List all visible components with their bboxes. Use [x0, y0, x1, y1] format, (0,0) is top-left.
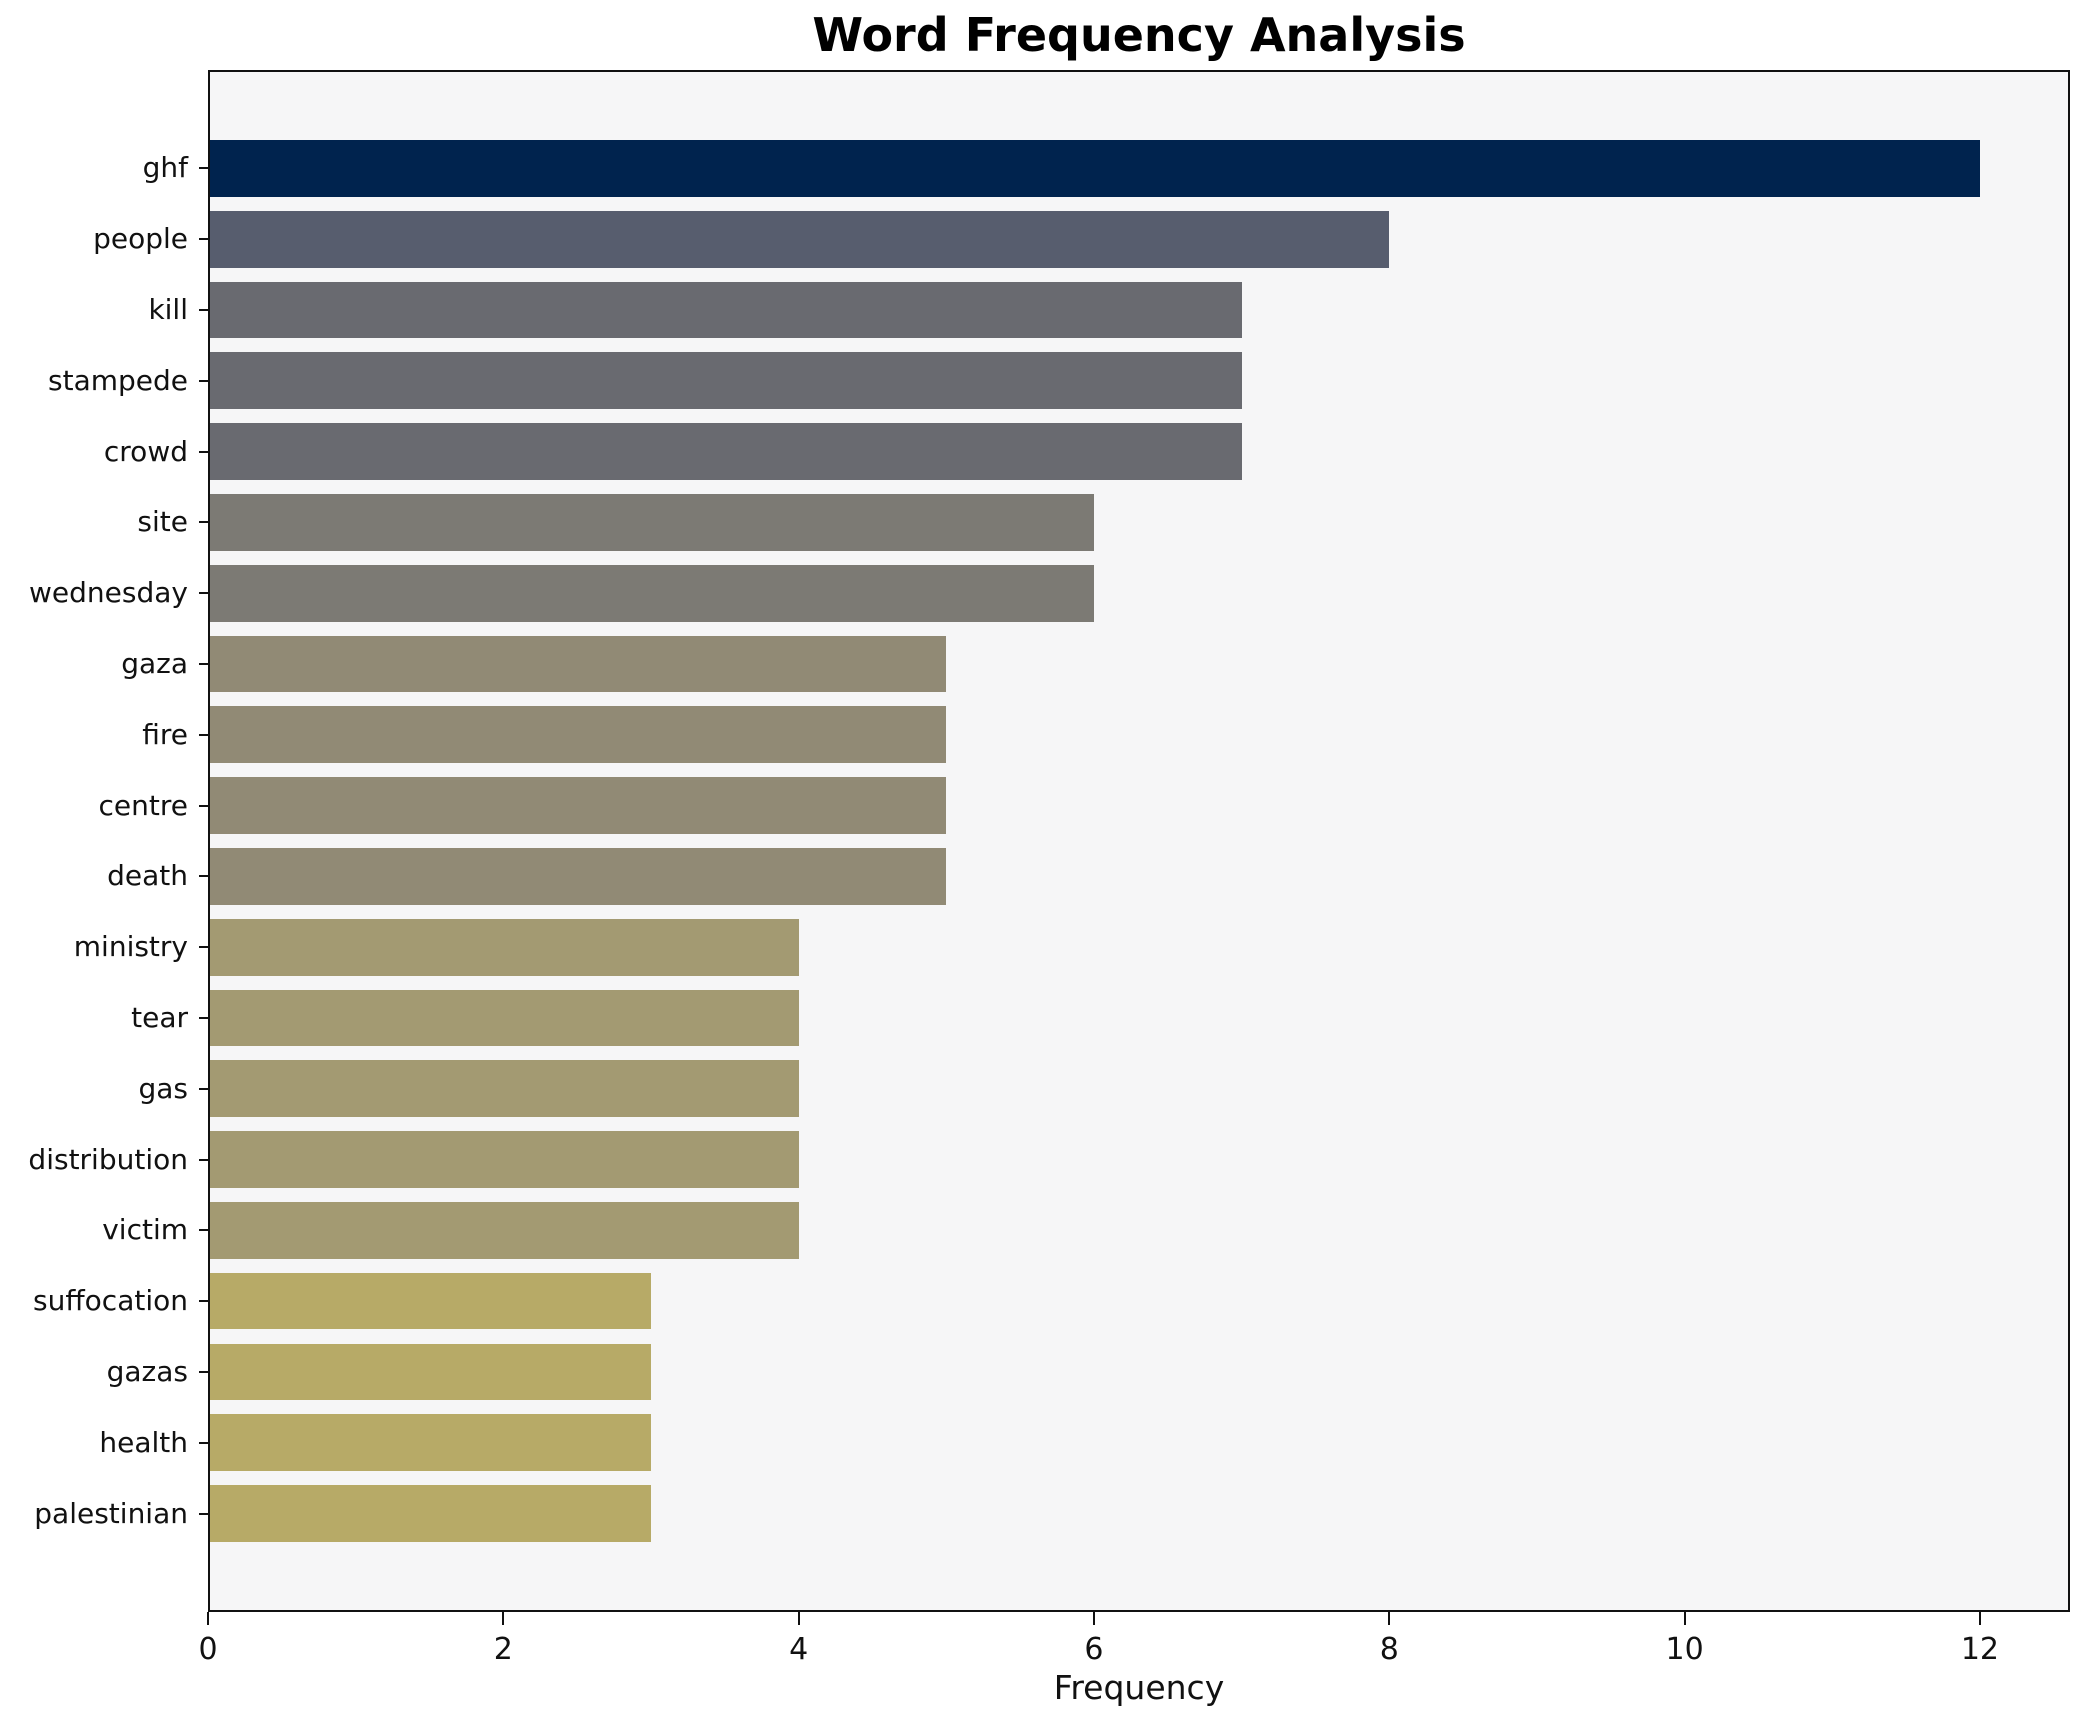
y-tick-label: gas: [138, 1071, 188, 1105]
bar-tear: [210, 989, 799, 1047]
y-tick-label: kill: [148, 293, 188, 326]
y-tick-mark: [199, 379, 208, 382]
y-tick-mark: [199, 1370, 208, 1373]
y-tick-mark: [199, 238, 208, 241]
x-tick-label: 10: [1665, 1632, 1704, 1667]
x-tick-label: 4: [789, 1632, 809, 1667]
y-tick-label: crowd: [103, 434, 188, 468]
x-tick-mark: [1683, 1612, 1686, 1625]
y-tick-label: centre: [98, 788, 188, 822]
bar-health: [210, 1414, 651, 1472]
bar-ghf: [210, 140, 1980, 197]
y-tick-label: gaza: [121, 647, 188, 680]
y-tick-label: death: [107, 859, 188, 893]
bar-crowd: [210, 423, 1242, 480]
y-tick-label: distribution: [28, 1142, 188, 1176]
bar-centre: [210, 777, 947, 834]
bar-victim: [210, 1202, 799, 1259]
y-tick-mark: [199, 804, 208, 807]
y-tick-mark: [199, 309, 208, 311]
x-tick-mark: [1978, 1612, 1981, 1625]
y-tick-mark: [199, 1158, 208, 1161]
x-tick-mark: [502, 1612, 505, 1625]
bar-gas: [210, 1060, 799, 1118]
y-tick-mark: [199, 946, 208, 949]
y-tick-label: fire: [142, 717, 188, 751]
bar-gaza: [210, 635, 947, 693]
bar-kill: [210, 281, 1242, 339]
y-tick-mark: [199, 733, 208, 736]
y-tick-mark: [199, 1300, 208, 1303]
y-tick-mark: [199, 1087, 208, 1090]
bar-suffocation: [210, 1272, 651, 1330]
y-tick-label: gazas: [106, 1354, 188, 1388]
y-tick-mark: [199, 592, 208, 595]
bar-people: [210, 210, 1390, 268]
bar-distribution: [210, 1131, 799, 1188]
y-tick-label: wednesday: [29, 576, 188, 610]
x-tick-mark: [1092, 1612, 1095, 1625]
bar-fire: [210, 706, 947, 764]
y-tick-label: people: [93, 222, 188, 256]
x-tick-mark: [207, 1612, 209, 1625]
chart-title: Word Frequency Analysis: [812, 8, 1466, 62]
y-tick-label: ghf: [142, 151, 188, 185]
y-tick-mark: [199, 1441, 208, 1444]
x-tick-label: 8: [1379, 1632, 1399, 1667]
bar-death: [210, 848, 947, 905]
y-tick-mark: [199, 1016, 208, 1019]
bar-wednesday: [210, 564, 1094, 622]
bar-ministry: [210, 918, 799, 976]
bar-stampede: [210, 352, 1242, 410]
y-tick-label: ministry: [73, 930, 188, 964]
y-tick-mark: [199, 1512, 208, 1515]
x-tick-mark: [797, 1612, 800, 1625]
y-tick-label: victim: [102, 1213, 188, 1247]
x-tick-label: 6: [1084, 1632, 1104, 1667]
x-tick-label: 2: [493, 1632, 513, 1667]
y-tick-label: stampede: [48, 363, 188, 397]
x-tick-mark: [1388, 1612, 1391, 1625]
y-tick-mark: [199, 167, 208, 170]
y-tick-mark: [199, 875, 208, 878]
y-tick-mark: [199, 663, 208, 665]
y-tick-label: tear: [131, 1000, 188, 1034]
x-axis-title: Frequency: [1053, 1668, 1225, 1707]
y-tick-mark: [199, 450, 208, 453]
y-tick-label: palestinian: [34, 1496, 188, 1530]
x-tick-label: 0: [198, 1632, 218, 1667]
y-tick-mark: [199, 521, 208, 524]
y-tick-label: site: [137, 505, 188, 539]
y-tick-mark: [199, 1229, 208, 1232]
bar-gazas: [210, 1343, 651, 1401]
bar-palestinian: [210, 1485, 651, 1542]
bar-site: [210, 494, 1094, 551]
x-tick-label: 12: [1960, 1632, 2000, 1667]
y-tick-label: suffocation: [33, 1284, 188, 1318]
y-tick-label: health: [99, 1425, 188, 1459]
